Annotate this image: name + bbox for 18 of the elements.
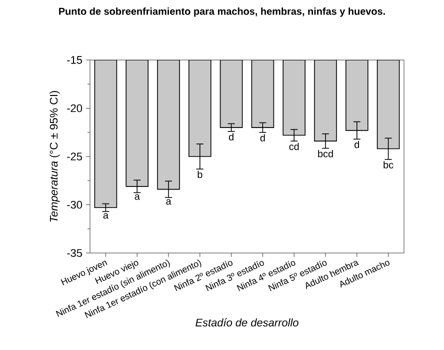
annotation: cd xyxy=(289,142,299,150)
annotation: bc xyxy=(384,161,394,168)
y-tick-label: -20 xyxy=(67,104,82,112)
annotation: d xyxy=(228,133,234,140)
y-tick-label: -35 xyxy=(67,249,82,257)
chart-title: Punto de sobreenfriamiento para machos, hembras, ninfas y huevos. xyxy=(59,8,385,17)
annotation: a xyxy=(166,199,172,205)
x-axis-title: Estadío de desarrollo xyxy=(196,318,298,326)
annotation: d xyxy=(354,140,360,148)
y-axis-title: Temperatura (°C ± 95% CI) xyxy=(50,90,60,222)
y-tick-label: -30 xyxy=(67,200,82,209)
annotation: d xyxy=(260,134,265,142)
y-tick-label: -15 xyxy=(67,56,82,64)
annotation: bcd xyxy=(318,150,333,158)
annotation: b xyxy=(198,170,202,178)
annotation: a xyxy=(103,213,108,219)
y-tick-label: -25 xyxy=(67,152,82,160)
annotation: a xyxy=(134,194,140,200)
